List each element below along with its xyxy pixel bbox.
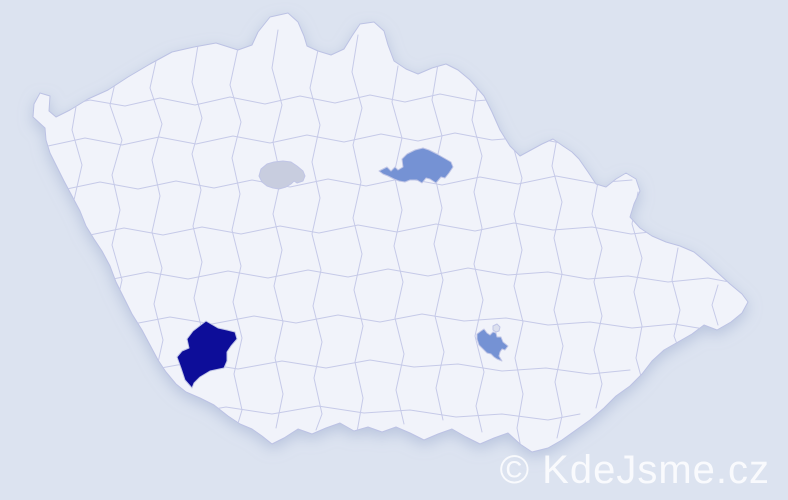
district-highlight-brno-city-small[interactable] [492,323,501,333]
district-border-grid [47,29,741,449]
country-group [32,12,749,453]
district-highlight-southwest-bohemia[interactable] [176,320,238,389]
district-highlight-prague[interactable] [258,160,306,190]
district-highlight-south-moravia[interactable] [476,328,509,362]
district-highlight-northeast-bohemia[interactable] [378,147,454,184]
